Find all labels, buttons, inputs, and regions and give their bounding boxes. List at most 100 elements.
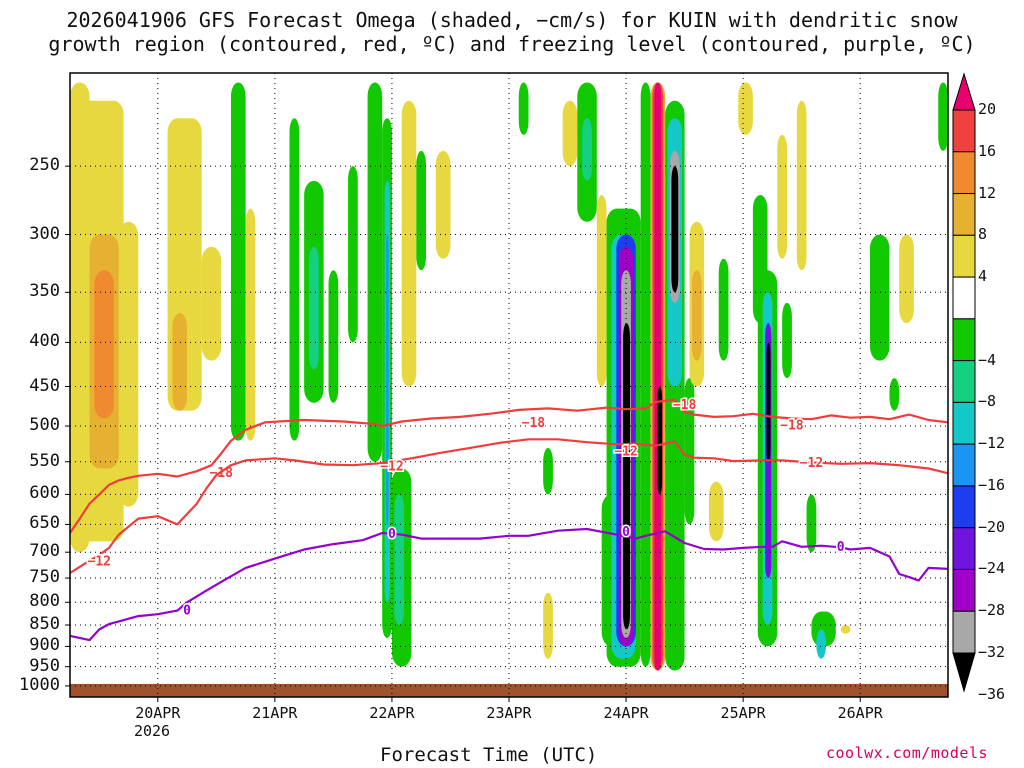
colorbar-bottom-arrow (952, 652, 976, 693)
x-axis-year-label: 2026 (133, 722, 171, 740)
colorbar-swatch-2 (952, 193, 976, 236)
omega-cell-66 (889, 378, 900, 411)
omega-cell-22 (416, 150, 427, 271)
contour-label-1-3: −12 (800, 456, 823, 471)
contour-label-0-1: −18 (522, 416, 546, 431)
colorbar-swatch-12 (952, 610, 976, 654)
omega-cell-23 (435, 150, 451, 259)
omega-cell-41 (654, 82, 662, 671)
omega-cell-9 (245, 208, 256, 441)
omega-cell-67 (899, 234, 914, 324)
omega-cell-27 (562, 100, 578, 167)
ytick-label-850: 850 (29, 613, 60, 634)
omega-cell-30 (596, 195, 607, 387)
omega-cell-60 (796, 100, 807, 271)
colorbar-label-13: −36 (978, 684, 1006, 703)
ytick-label-400: 400 (29, 331, 60, 352)
colorbar-label-2: 12 (978, 183, 997, 202)
omega-cell-6 (172, 313, 188, 411)
omega-cell-68 (938, 82, 948, 151)
ytick-label-650: 650 (29, 513, 60, 534)
xtick-label-20APR: 20APR (135, 704, 181, 722)
xtick-label-22APR: 22APR (369, 704, 415, 722)
omega-cell-3 (94, 270, 114, 419)
omega-cell-29 (582, 118, 592, 181)
omega-cell-15 (367, 82, 383, 462)
omega-cell-25 (543, 447, 553, 495)
contour-label-2-1: 0 (388, 527, 396, 542)
colorbar-swatch-0 (952, 109, 976, 153)
xtick-label-21APR: 21APR (252, 704, 298, 722)
omega-cell-64 (840, 624, 851, 634)
xtick-label-24APR: 24APR (603, 704, 649, 722)
omega-cell-63 (816, 629, 827, 659)
ytick-label-300: 300 (29, 223, 60, 244)
omega-cell-59 (782, 302, 792, 379)
colorbar-swatch-1 (952, 151, 976, 195)
ytick-label-950: 950 (29, 655, 60, 676)
ytick-label-550: 550 (29, 450, 60, 471)
colorbar-label-8: −16 (978, 475, 1006, 494)
colorbar-label-1: 16 (978, 141, 997, 160)
ytick-label-800: 800 (29, 591, 60, 612)
omega-cell-8 (230, 82, 246, 441)
colorbar-label-0: 20 (978, 100, 997, 118)
colorbar-swatch-10 (952, 527, 976, 570)
contour-line-2 (70, 527, 948, 642)
terrain-layer (70, 683, 948, 697)
omega-cell-58 (777, 134, 788, 259)
omega-cell-7 (201, 246, 222, 361)
xtick-label-26APR: 26APR (837, 704, 883, 722)
omega-cell-24 (518, 82, 529, 135)
omega-cell-14 (348, 166, 358, 343)
contour-label-0-2: −18 (673, 398, 697, 413)
colorbar-top-arrow (952, 72, 976, 111)
omega-shading-layer (70, 82, 948, 671)
omega-cell-61 (806, 494, 817, 553)
contour-label-2-2: 0 (622, 525, 630, 540)
omega-cell-49 (691, 270, 702, 361)
ytick-label-250: 250 (29, 155, 60, 176)
omega-cell-12 (309, 246, 319, 370)
omega-cell-10 (289, 118, 300, 441)
omega-cell-57 (766, 342, 771, 462)
xtick-label-23APR: 23APR (486, 704, 532, 722)
contour-label-1-0: −12 (88, 555, 111, 570)
omega-cell-20 (394, 494, 405, 625)
contour-label-1-2: −12 (614, 444, 637, 459)
colorbar-swatch-4 (952, 276, 976, 320)
contour-label-2-3: 0 (837, 540, 845, 555)
omega-cell-46 (671, 166, 679, 293)
xtick-label-25APR: 25APR (720, 704, 766, 722)
omega-cell-51 (718, 258, 729, 361)
colorbar-label-7: −12 (978, 434, 1006, 453)
grid-layer (70, 73, 948, 697)
chart-title-line-1: 2026041906 GFS Forecast Omega (shaded, −… (66, 8, 958, 32)
omega-cell-52 (738, 82, 753, 135)
ytick-label-750: 750 (29, 567, 60, 588)
colorbar-label-3: 8 (978, 225, 988, 244)
contour-label-2-0: 0 (183, 604, 191, 619)
chart-title-line-2: growth region (contoured, red, ºC) and f… (48, 32, 976, 56)
ytick-label-600: 600 (29, 483, 60, 504)
omega-cell-4 (118, 221, 139, 507)
colorbar-swatch-5 (952, 318, 976, 362)
ytick-label-1000: 1000 (19, 674, 60, 695)
colorbar-swatch-11 (952, 568, 976, 612)
contour-label-0-3: −18 (780, 418, 804, 433)
colorbar-swatch-8 (952, 443, 976, 487)
colorbar-label-6: −8 (978, 392, 997, 411)
colorbar-label-10: −24 (978, 559, 1006, 578)
colorbar-swatch-6 (952, 360, 976, 403)
colorbar-label-4: 4 (978, 267, 988, 286)
colorbar-label-11: −28 (978, 601, 1006, 620)
contour-label-1-1: −12 (380, 460, 403, 475)
colorbar-swatch-3 (952, 234, 976, 278)
omega-cell-42 (657, 386, 663, 495)
colorbar (952, 72, 976, 693)
colorbar-label-5: −4 (978, 350, 997, 369)
omega-cell-13 (328, 270, 339, 403)
colorbar-label-12: −32 (978, 643, 1006, 661)
omega-cell-21 (401, 100, 417, 387)
